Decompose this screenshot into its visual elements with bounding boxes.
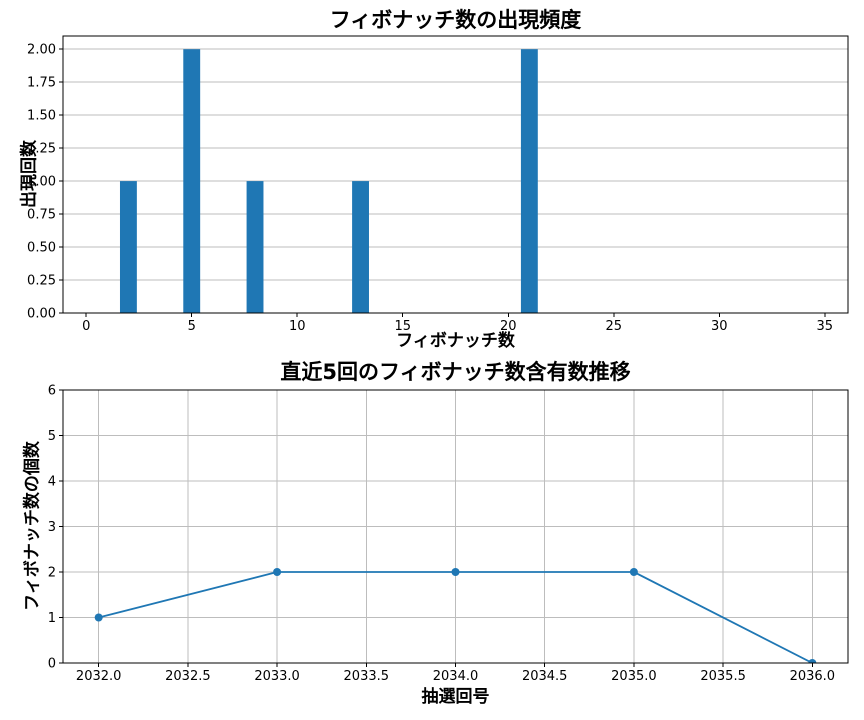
x-tick-label: 5 <box>188 319 196 334</box>
data-point <box>451 568 460 576</box>
data-point <box>629 568 638 576</box>
y-tick-label: 2.00 <box>27 43 56 58</box>
x-tick-label: 35 <box>817 319 834 334</box>
x-tick-label: 2034.5 <box>522 669 568 684</box>
bar <box>520 49 538 313</box>
plot-border <box>62 35 849 314</box>
bar <box>352 181 369 313</box>
y-tick-label: 0.50 <box>27 241 56 256</box>
y-tick-label: 0.00 <box>27 307 56 322</box>
x-tick-label: 2032.0 <box>76 669 122 684</box>
subplot-2: 2032.0 2032.5 2033.0 2033.5 2034.0 2034.5 2035… <box>48 384 849 684</box>
line-chart-x-axis-label: 抽選回号 <box>421 687 490 707</box>
x-tick-label: 2032.5 <box>165 669 211 684</box>
x-tick-label: 2035.0 <box>611 669 657 684</box>
y-tick-label: 5 <box>48 429 56 444</box>
y-tick-label: 1 <box>48 611 56 626</box>
y-tick-label: 1.50 <box>27 109 56 124</box>
x-tick-label: 2033.0 <box>254 669 300 684</box>
bar <box>246 181 264 313</box>
y-tick-label: 4 <box>48 475 56 490</box>
y-tick-label: 0.75 <box>27 208 56 223</box>
bar <box>119 181 137 313</box>
plot-border <box>62 389 849 664</box>
x-tick-label: 20 <box>500 319 517 334</box>
subplot-1: 0 5 10 15 20 25 30 35 0.00 0.25 0.50 0.75 1.00 1.25 1.… <box>27 35 849 334</box>
bar <box>183 49 201 313</box>
y-tick-label: 0.25 <box>27 274 56 289</box>
data-point <box>808 659 817 663</box>
data-point <box>94 613 103 622</box>
x-tick-label: 2035.5 <box>700 669 746 684</box>
data-point <box>273 568 282 576</box>
x-tick-label: 0 <box>82 319 90 334</box>
x-tick-label: 2034.0 <box>433 669 479 684</box>
x-tick-label: 25 <box>605 319 622 334</box>
y-tick-label: 1.75 <box>27 76 56 91</box>
x-tick-label: 30 <box>711 319 728 334</box>
line-chart-title: 直近5回のフィボナッチ数含有数推移 <box>280 360 631 384</box>
bar-chart-title: フィボナッチ数の出現頻度 <box>329 8 582 32</box>
y-tick-label: 0 <box>48 657 56 672</box>
y-tick-label: 1.25 <box>27 142 56 157</box>
bar-chart-y-axis-label: 出現回数 <box>19 140 40 208</box>
line-chart-y-axis-label: フィボナッチ数の個数 <box>22 441 43 611</box>
y-tick-label: 2 <box>48 566 56 581</box>
y-tick-label: 3 <box>48 520 56 535</box>
y-tick-label: 6 <box>48 384 56 399</box>
bar-chart-x-axis-label: フィボナッチ数 <box>396 331 515 351</box>
x-tick-label: 2033.5 <box>344 669 390 684</box>
y-tick-label: 1.00 <box>27 175 56 190</box>
x-tick-label: 2036.0 <box>790 669 836 684</box>
x-tick-label: 10 <box>289 319 306 334</box>
x-tick-label: 15 <box>394 319 411 334</box>
